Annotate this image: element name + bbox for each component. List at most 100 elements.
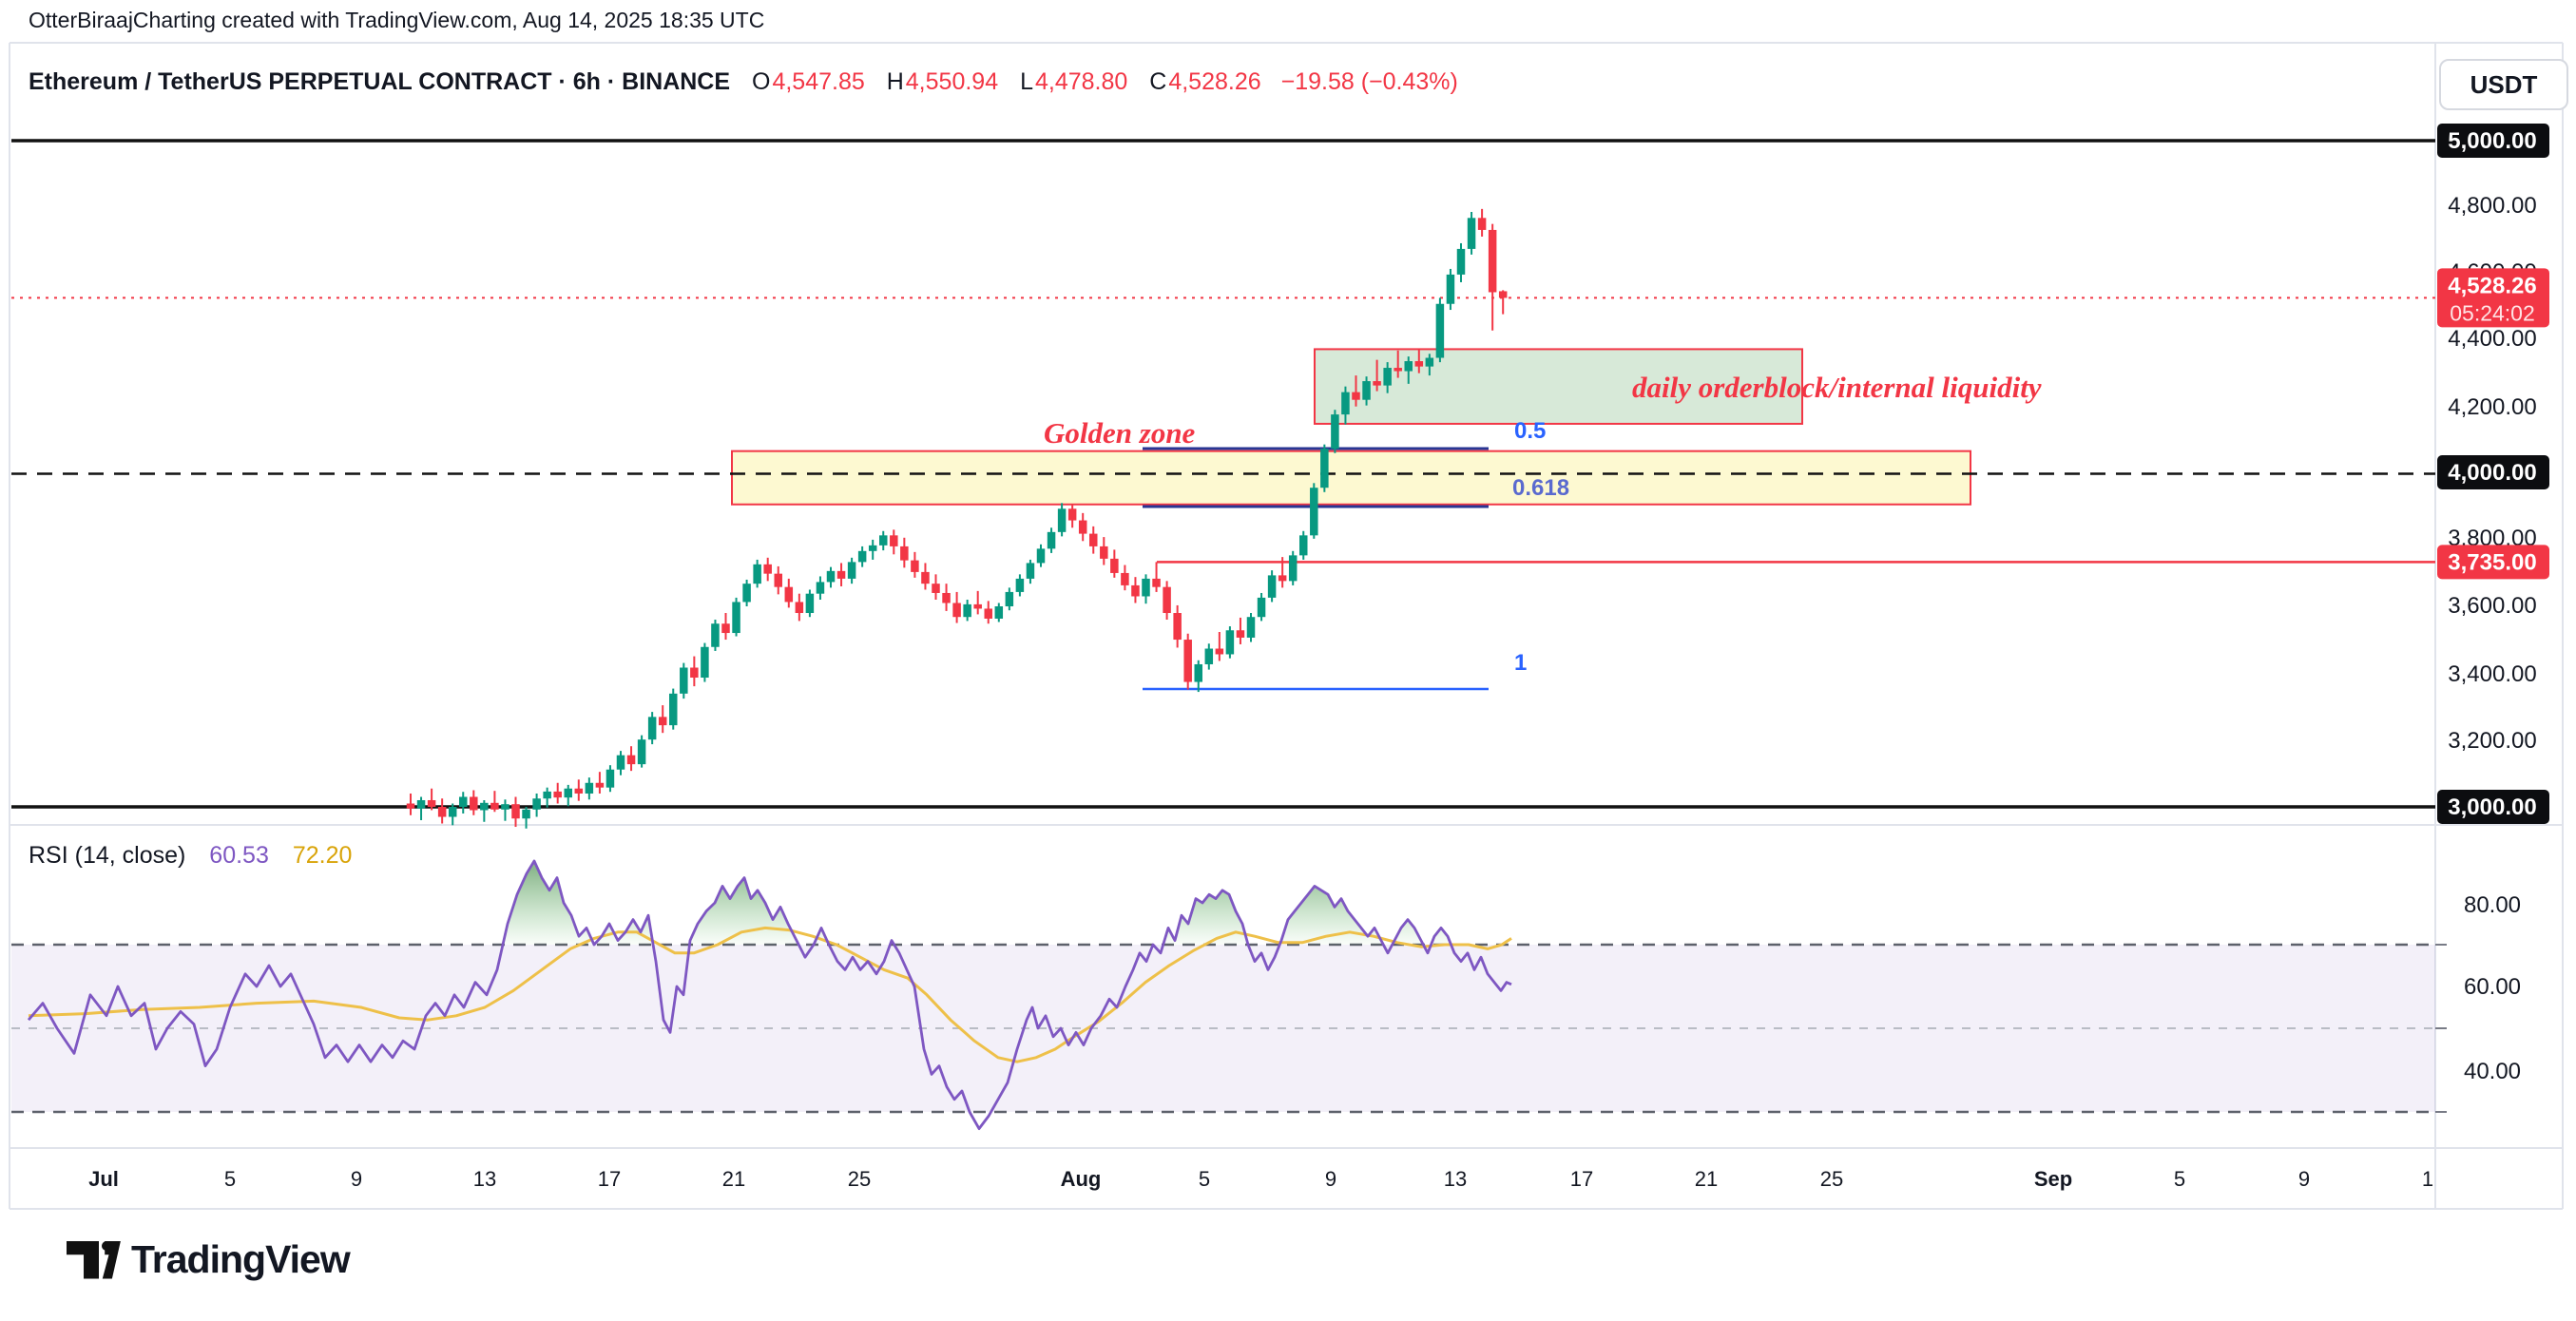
- candle-body: [1341, 392, 1350, 415]
- time-axis-label: 1: [2422, 1167, 2433, 1191]
- candle-body: [1236, 630, 1245, 638]
- golden-zone-annotation[interactable]: Golden zone: [1044, 416, 1196, 450]
- candle-body: [459, 796, 468, 807]
- price-axis-label: 4,800.00: [2448, 193, 2536, 219]
- time-axis-label: 9: [351, 1167, 362, 1191]
- candle-body: [1467, 218, 1476, 249]
- candle-body: [984, 608, 992, 619]
- candle-body: [522, 809, 530, 819]
- candle-body: [1152, 578, 1161, 587]
- candle-body: [1100, 546, 1108, 559]
- candle-body: [816, 582, 825, 594]
- candle-body: [847, 562, 856, 579]
- candle-body: [616, 755, 625, 770]
- rsi-title[interactable]: RSI (14, close): [29, 842, 186, 869]
- candle-body: [690, 667, 699, 679]
- rsi-overbought-fill: [503, 861, 654, 945]
- orderblock-annotation[interactable]: daily orderblock/internal liquidity: [1632, 371, 2042, 404]
- candle-body: [1435, 303, 1445, 358]
- candle-body: [742, 584, 751, 603]
- candle-body: [626, 755, 636, 765]
- candle-body: [826, 570, 836, 583]
- time-axis-label: 17: [1570, 1167, 1593, 1191]
- candle-body: [1163, 586, 1171, 614]
- candle-body: [1246, 617, 1256, 638]
- level-badge-3735: [2437, 545, 2549, 580]
- candle-body: [1142, 578, 1150, 597]
- candle-body: [763, 564, 772, 574]
- rsi-value: 60.53: [209, 842, 269, 869]
- fib-level-label-1[interactable]: 1: [1514, 650, 1528, 676]
- price-axis-label: 3,600.00: [2448, 593, 2536, 619]
- price-axis-label: 3,200.00: [2448, 728, 2536, 754]
- candle-body: [511, 804, 520, 819]
- candle-body: [647, 717, 657, 740]
- time-axis-label: 13: [1444, 1167, 1467, 1191]
- price-axis-badge: [2437, 790, 2549, 824]
- rsi-indicator-header[interactable]: RSI (14, close) 60.53 72.20: [29, 842, 352, 870]
- candle-body: [900, 546, 909, 561]
- rsi-line: [27, 859, 1512, 1130]
- currency-toggle-button[interactable]: USDT: [2439, 59, 2568, 110]
- candle-body: [732, 602, 740, 634]
- open-label: O: [751, 68, 771, 95]
- candle-body: [1446, 274, 1455, 304]
- candle-body: [857, 550, 867, 563]
- tradingview-logo-icon: [67, 1239, 121, 1281]
- candle-body: [963, 603, 971, 618]
- symbol-title[interactable]: Ethereum / TetherUS PERPETUAL CONTRACT ·…: [29, 68, 731, 95]
- candle-body: [501, 804, 509, 810]
- current-price-badge-value: 4,528.26: [2448, 273, 2536, 298]
- change-value: −19.58 (−0.43%): [1280, 68, 1458, 95]
- price-axis-badge-label: 5,000.00: [2448, 128, 2536, 154]
- fib-level-label-0618[interactable]: 0.618: [1512, 475, 1570, 501]
- tradingview-wordmark: TradingView: [131, 1237, 351, 1281]
- symbol-header[interactable]: Ethereum / TetherUS PERPETUAL CONTRACT ·…: [29, 68, 1458, 96]
- time-axis-label: 5: [2174, 1167, 2185, 1191]
- bar-countdown-timer: 05:24:02: [2450, 300, 2535, 325]
- candle-body: [416, 799, 426, 809]
- candle-body: [994, 605, 1004, 619]
- candle-body: [890, 535, 898, 546]
- candle-body: [1047, 531, 1056, 549]
- rsi-overbought-fill: [1163, 890, 1248, 945]
- candle-body: [585, 782, 594, 794]
- candle-body: [669, 693, 678, 726]
- high-value: 4,550.94: [905, 68, 999, 95]
- candle-body: [932, 584, 940, 593]
- candle-body: [564, 788, 572, 798]
- price-axis-label: 4,400.00: [2448, 326, 2536, 352]
- candle-body: [1278, 575, 1287, 582]
- candle-body: [1288, 555, 1298, 582]
- candle-body: [1488, 229, 1497, 293]
- candle-body: [574, 788, 584, 794]
- time-axis-label: 25: [848, 1167, 871, 1191]
- tradingview-logo[interactable]: TradingView: [67, 1237, 351, 1282]
- candle-body: [448, 807, 457, 817]
- time-axis-label: 17: [598, 1167, 621, 1191]
- candle-body: [774, 573, 782, 587]
- close-value: 4,528.26: [1168, 68, 1261, 95]
- orderblock-zone-rect: [1314, 348, 1803, 425]
- candle-body: [680, 667, 688, 694]
- candle-body: [480, 802, 489, 811]
- rsi-overbought-fill: [1392, 919, 1424, 945]
- golden-zone-rect: [731, 450, 1971, 506]
- rsi-ma-line: [28, 926, 1512, 1063]
- candle-body: [1257, 597, 1266, 618]
- rsi-axis-label: 80.00: [2464, 892, 2521, 918]
- candle-body: [1477, 218, 1487, 230]
- candle-body: [1015, 578, 1025, 592]
- candle-body: [1005, 591, 1014, 606]
- candle-body: [1394, 368, 1402, 372]
- candle-body: [1362, 381, 1371, 400]
- fib-level-label-05[interactable]: 0.5: [1514, 418, 1547, 444]
- time-axis-label: 9: [2298, 1167, 2310, 1191]
- candle-body: [532, 798, 541, 810]
- candle-body: [1057, 508, 1067, 532]
- time-axis-label: 5: [224, 1167, 236, 1191]
- candle-body: [1498, 291, 1508, 298]
- high-label: H: [886, 68, 904, 95]
- candle-body: [1225, 630, 1235, 655]
